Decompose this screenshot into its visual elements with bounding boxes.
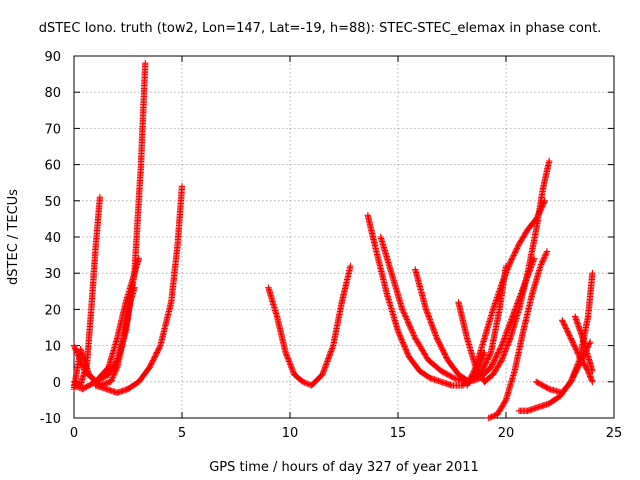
series-pass-8 bbox=[377, 233, 510, 385]
x-tick-label: 5 bbox=[178, 426, 186, 441]
series-layer bbox=[70, 60, 596, 422]
series-pass-5 bbox=[92, 183, 186, 396]
x-tick-label: 25 bbox=[606, 426, 623, 441]
series-markers bbox=[377, 233, 510, 385]
series-markers bbox=[70, 60, 149, 385]
series-markers bbox=[92, 183, 186, 396]
y-tick-label: 40 bbox=[44, 231, 61, 246]
series-markers bbox=[571, 313, 596, 375]
series-pass-12 bbox=[485, 248, 551, 422]
series-pass-14 bbox=[533, 270, 596, 396]
x-tick-label: 10 bbox=[282, 426, 299, 441]
series-markers bbox=[559, 317, 596, 385]
series-pass-4 bbox=[70, 255, 142, 393]
series-markers bbox=[70, 255, 142, 393]
axis-ticks: 0 5 10 15 20 25 -10 0 10 20 30 40 50 60 70 80 90 bbox=[40, 50, 623, 441]
x-tick-label: 15 bbox=[390, 426, 407, 441]
series-markers bbox=[533, 270, 596, 396]
y-tick-label: 20 bbox=[44, 303, 61, 318]
grid bbox=[74, 56, 614, 418]
x-axis-label: GPS time / hours of day 327 of year 2011 bbox=[209, 460, 479, 475]
y-tick-label: 10 bbox=[44, 340, 61, 355]
y-tick-label: 90 bbox=[44, 50, 61, 65]
series-pass-6 bbox=[265, 262, 354, 389]
y-tick-label: 50 bbox=[44, 195, 61, 210]
y-tick-label: 80 bbox=[44, 86, 61, 101]
series-pass-16 bbox=[571, 313, 596, 375]
y-tick-label: 60 bbox=[44, 159, 61, 174]
series-markers bbox=[463, 197, 549, 389]
series-pass-2 bbox=[70, 60, 149, 385]
y-tick-label: 30 bbox=[44, 267, 61, 282]
series-pass-15 bbox=[559, 317, 596, 385]
series-markers bbox=[265, 262, 354, 389]
series-markers bbox=[485, 248, 551, 422]
chart-title: dSTEC Iono. truth (tow2, Lon=147, Lat=-1… bbox=[39, 21, 602, 36]
y-tick-label: 0 bbox=[53, 376, 61, 391]
x-tick-label: 20 bbox=[498, 426, 515, 441]
y-axis-label: dSTEC / TECUs bbox=[6, 189, 21, 285]
y-tick-label: -10 bbox=[40, 412, 61, 427]
series-pass-11 bbox=[463, 197, 549, 389]
y-tick-label: 70 bbox=[44, 122, 61, 137]
x-tick-label: 0 bbox=[70, 426, 78, 441]
